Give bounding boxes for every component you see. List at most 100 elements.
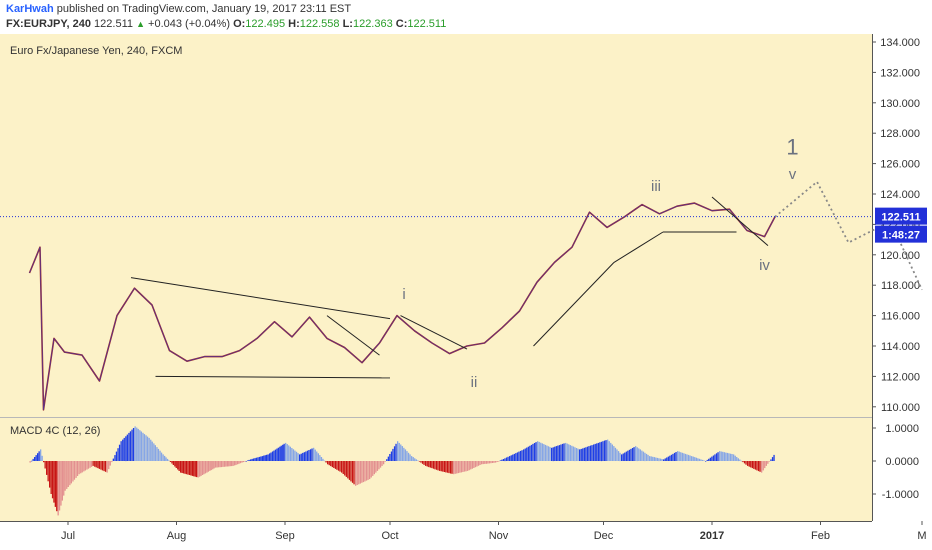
macd-indicator-label[interactable]: MACD 4C (12, 26) [10,425,100,437]
macd-bar [695,457,697,461]
macd-bar [70,461,72,484]
macd-bar [456,461,458,474]
macd-bar [245,461,247,462]
y-axis: 134.000 132.000 130.000 128.000 126.000 124.0… [872,37,920,414]
macd-bar [495,461,497,463]
close-label: C: [395,18,408,30]
x-tick-label: Dec [594,530,614,542]
low-label: L: [342,18,353,30]
y-tick-label: 126.000 [880,159,920,171]
macd-bar [728,453,730,461]
macd-bar [440,461,442,472]
macd-bar [185,461,188,475]
macd-bar [98,461,100,469]
macd-bar [111,461,113,463]
macd-bar [653,457,655,461]
macd-bar [437,461,439,471]
macd-bar [219,461,221,468]
macd-bar [628,449,631,461]
macd-bar [92,461,94,466]
macd-bar [761,461,763,473]
macd-bar [379,461,382,468]
macd-bar [200,461,202,476]
price-chart[interactable]: Euro Fx/Japanese Yen, 240, FXCM MACD 4C … [0,34,932,550]
macd-bar [132,428,135,461]
projection-line [774,180,923,291]
y-tick-label: 130.000 [880,98,920,110]
macd-bar [585,447,587,462]
macd-bar [554,446,556,461]
macd-bar [37,453,39,461]
macd-bar [67,461,69,487]
macd-bar [421,461,424,464]
macd-bar [150,439,152,461]
macd-bar [586,446,589,461]
macd-bar [605,440,607,461]
author-link[interactable]: KarHwah [6,3,54,15]
macd-bar [47,461,49,482]
macd-bar [184,461,186,474]
macd-bar [580,448,582,461]
macd-bar [719,451,721,461]
macd-bar [535,442,537,461]
macd-bar [171,461,173,464]
macd-bar [558,445,561,461]
price-line-highlight [29,202,776,411]
y-tick-label: 118.000 [881,280,920,292]
macd-bar [505,457,508,461]
macd-bar [311,448,313,461]
price-marker: 122.511 1:48:27 [0,207,927,243]
macd-bar [577,448,579,461]
macd-bar [434,461,436,470]
macd-bar [602,441,604,461]
macd-bar [306,450,309,461]
macd-bar [481,461,483,465]
macd-bar [697,458,699,462]
macd-bar [639,449,641,461]
macd-bar [656,457,659,461]
y-tick-label: 116.000 [881,311,920,323]
macd-bar [420,461,422,463]
macd-bar [523,449,525,461]
macd-bar [393,446,396,461]
macd-bar [303,452,305,461]
macd-bar [417,460,419,461]
macd-bar [549,447,551,461]
macd-bar [270,452,272,461]
macd-bar [46,461,48,475]
macd-bar [31,460,33,462]
countdown-box [875,225,927,243]
macd-bar [638,448,640,461]
macd-bar [593,444,595,461]
y-tick-label: 132.000 [880,67,920,79]
macd-bar [236,461,239,465]
macd-bar [488,461,491,464]
macd-bar [369,461,371,480]
x-tick-label: 2017 [700,530,724,542]
macd-bar [260,456,262,461]
x-tick-label: Nov [489,530,509,542]
macd-histogram [29,426,775,516]
macd-bar [225,461,227,467]
macd-bar [677,451,679,461]
macd-bar [309,449,312,461]
macd-bar [180,461,182,473]
macd-bar [533,443,536,461]
symbol-label[interactable]: FX:EURJPY, 240 [6,18,91,30]
macd-bar [168,460,170,461]
macd-bar [725,452,727,461]
macd-bar [625,451,627,461]
macd-bar [611,444,613,461]
macd-bar [442,461,444,472]
macd-bar [66,461,68,489]
trend-line [155,375,391,379]
macd-bar [350,461,352,482]
macd-bar [675,452,677,461]
macd-bar [729,453,732,461]
macd-bar [327,461,329,465]
macd-bar [409,454,411,461]
last-price-box [875,207,927,225]
macd-bar [403,447,405,461]
macd-bar [263,455,265,461]
macd-bar [476,461,478,467]
